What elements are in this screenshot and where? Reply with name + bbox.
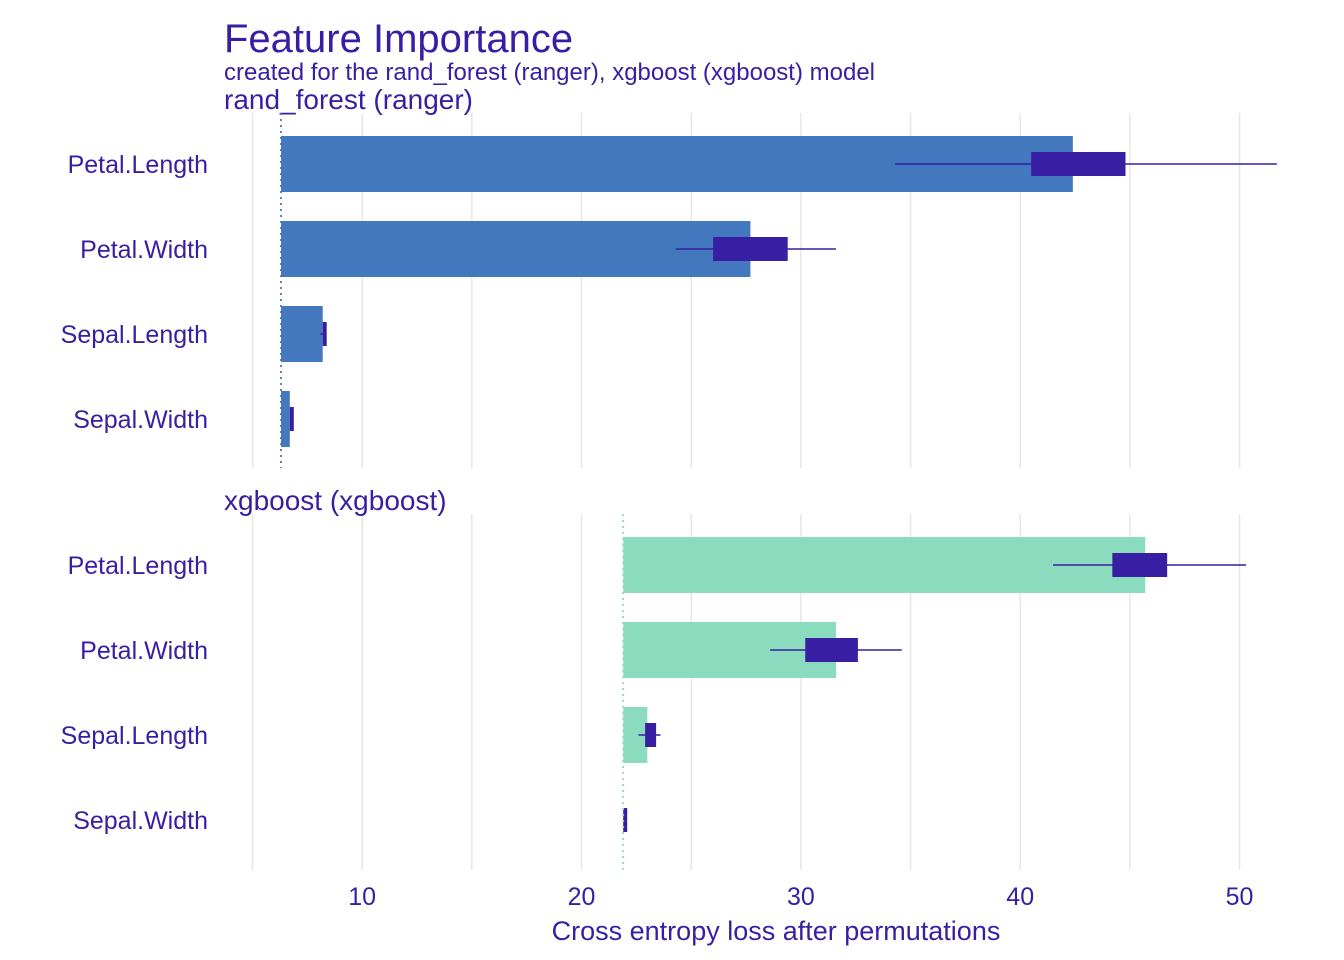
category-label: Sepal.Width — [73, 807, 208, 835]
box — [322, 322, 327, 346]
category-label: Petal.Width — [80, 637, 208, 665]
box — [645, 723, 657, 747]
category-label: Petal.Length — [68, 151, 208, 179]
category-label: Petal.Width — [80, 236, 208, 264]
x-axis-label: Cross entropy loss after permutations — [552, 916, 1001, 946]
box — [805, 638, 858, 662]
box — [289, 407, 294, 431]
bar — [281, 221, 751, 277]
box — [1031, 152, 1126, 176]
x-tick-label: 30 — [787, 883, 815, 911]
x-tick-label: 40 — [1006, 883, 1034, 911]
category-label: Sepal.Width — [73, 406, 208, 434]
box — [623, 808, 628, 832]
category-label: Sepal.Length — [61, 722, 208, 750]
category-label: Sepal.Length — [61, 321, 208, 349]
bar — [281, 306, 323, 362]
panel-label: rand_forest (ranger) — [224, 84, 473, 115]
bar — [281, 391, 290, 447]
chart-subtitle: created for the rand_forest (ranger), xg… — [224, 59, 875, 86]
box — [1112, 553, 1168, 577]
panel-label: xgboost (xgboost) — [224, 485, 447, 516]
panels: rand_forest (ranger) Petal.Length Petal.Wi… — [61, 84, 1277, 870]
x-tick-label: 20 — [568, 883, 596, 911]
chart-title: Feature Importance — [224, 17, 573, 61]
category-label: Petal.Length — [68, 552, 208, 580]
panel: xgboost (xgboost) Petal.Length Petal.Width… — [61, 485, 1247, 870]
box — [713, 237, 788, 261]
x-tick-label: 10 — [348, 883, 376, 911]
x-axis: 10 20 30 40 50 — [348, 883, 1253, 911]
x-tick-label: 50 — [1226, 883, 1254, 911]
panel: rand_forest (ranger) Petal.Length Petal.Wi… — [61, 84, 1277, 468]
